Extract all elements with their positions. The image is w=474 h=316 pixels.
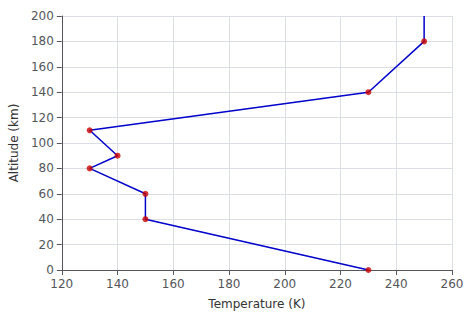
svg-text:Temperature (K): Temperature (K)	[207, 297, 305, 311]
svg-text:20: 20	[39, 238, 54, 252]
svg-text:120: 120	[50, 277, 73, 291]
svg-text:200: 200	[273, 277, 296, 291]
svg-text:80: 80	[39, 161, 54, 175]
svg-text:220: 220	[329, 277, 352, 291]
svg-text:260: 260	[441, 277, 464, 291]
svg-text:200: 200	[31, 9, 54, 23]
svg-text:140: 140	[106, 277, 129, 291]
svg-text:60: 60	[39, 187, 54, 201]
svg-text:Altitude (km): Altitude (km)	[7, 104, 21, 183]
svg-text:100: 100	[31, 136, 54, 150]
svg-text:120: 120	[31, 111, 54, 125]
svg-text:40: 40	[39, 212, 54, 226]
svg-text:160: 160	[162, 277, 185, 291]
svg-text:0: 0	[46, 263, 54, 277]
svg-text:180: 180	[218, 277, 241, 291]
svg-text:160: 160	[31, 60, 54, 74]
svg-text:180: 180	[31, 34, 54, 48]
svg-text:240: 240	[385, 277, 408, 291]
svg-text:140: 140	[31, 85, 54, 99]
